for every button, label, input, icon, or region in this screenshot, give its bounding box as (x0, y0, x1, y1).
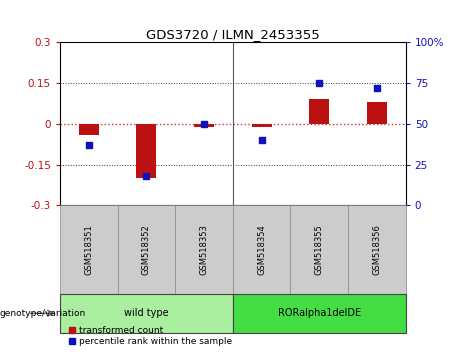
Point (200, 121, 207, 127)
Point (85, 142, 92, 148)
Point (315, 80, 323, 86)
Bar (136, 124, 156, 178)
Text: GSM518352: GSM518352 (142, 224, 151, 275)
Point (373, 85, 381, 91)
Bar (367, 102, 387, 124)
Bar (309, 99, 329, 124)
Text: GSM518355: GSM518355 (315, 224, 324, 275)
Point (142, 173, 150, 179)
Text: GSM518354: GSM518354 (257, 224, 266, 275)
Text: GSM518356: GSM518356 (372, 224, 381, 275)
Text: genotype/variation: genotype/variation (0, 309, 86, 318)
Bar (194, 124, 214, 127)
Title: GDS3720 / ILMN_2453355: GDS3720 / ILMN_2453355 (146, 28, 319, 41)
Bar (252, 124, 272, 127)
Point (258, 137, 266, 143)
Legend: transformed count, percentile rank within the sample: transformed count, percentile rank withi… (65, 322, 236, 349)
Text: GSM518351: GSM518351 (84, 224, 93, 275)
Text: wild type: wild type (124, 308, 169, 318)
Text: RORalpha1delDE: RORalpha1delDE (278, 308, 361, 318)
Text: GSM518353: GSM518353 (200, 224, 208, 275)
Bar (79, 124, 99, 135)
